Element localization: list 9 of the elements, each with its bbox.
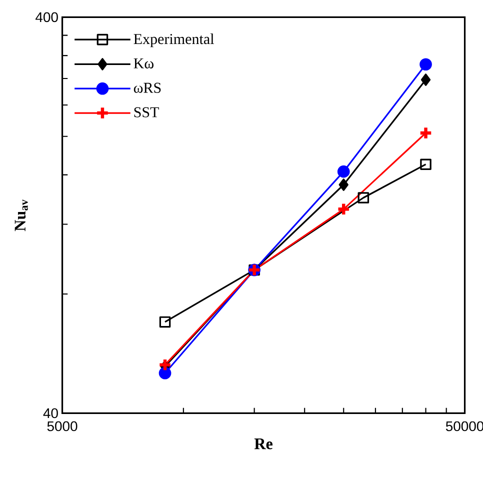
y-tick-label: 400 [36,12,58,22]
x-tick-label: 5000 [47,422,78,432]
legend-label: ωRS [134,83,161,94]
legend-label: Kω [134,58,154,69]
y-axis-title: Nu$_{av}$ [14,200,28,232]
legend-label: Experimental [134,34,214,48]
legend-label: SST [134,107,159,118]
y-tick-label: 40 [43,408,58,418]
x-axis-title: Re [254,438,272,450]
